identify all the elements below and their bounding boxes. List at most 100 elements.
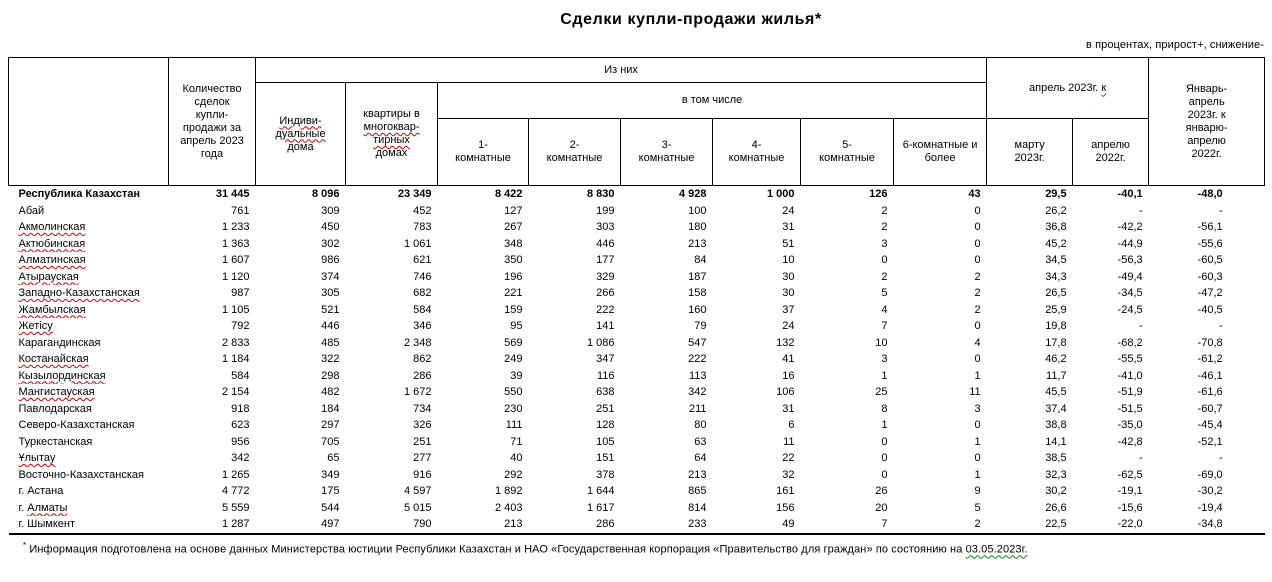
value-cell: 22 <box>782 452 795 464</box>
value-cell: 41 <box>782 353 795 365</box>
value-cell: 349 <box>321 468 340 481</box>
region-name-cell: Жетісу <box>18 320 53 332</box>
region-name-cell: Акмолинская <box>18 221 86 233</box>
value-cell: 95 <box>510 320 523 332</box>
value-cell: 180 <box>688 221 707 233</box>
value-cell: 2 348 <box>403 336 432 349</box>
value-cell: 2 403 <box>494 501 523 514</box>
value-cell: 159 <box>504 303 523 316</box>
value-cell: -45,4 <box>1197 419 1223 431</box>
value-cell: 5 015 <box>403 501 432 514</box>
value-cell: 126 <box>869 188 888 200</box>
value-cell: 0 <box>974 320 981 332</box>
value-cell: 266 <box>596 287 615 299</box>
value-cell: -40,5 <box>1197 303 1223 316</box>
value-cell: - <box>1138 320 1143 332</box>
value-cell: 297 <box>321 419 340 431</box>
value-cell: 45,2 <box>1045 237 1067 250</box>
header-6plus-room: 6-комнатные и более <box>892 118 988 186</box>
value-cell: 814 <box>688 501 707 514</box>
value-cell: 302 <box>321 237 340 250</box>
value-cell: -40,1 <box>1117 188 1143 200</box>
value-cell: 584 <box>231 369 250 382</box>
value-cell: 26,6 <box>1045 501 1067 514</box>
value-cell: 111 <box>505 419 523 431</box>
value-cell: 1 892 <box>494 485 523 497</box>
value-cell: -56,1 <box>1197 221 1223 233</box>
value-cell: 11,7 <box>1046 369 1067 382</box>
value-cell: 621 <box>413 254 432 266</box>
header-apartments: квартиры в многоквар-тирных домах <box>345 82 438 186</box>
value-cell: 4 <box>974 336 981 349</box>
value-cell: 177 <box>596 254 615 266</box>
value-cell: 23 349 <box>397 188 432 200</box>
region-name-cell: Абай <box>18 204 45 217</box>
value-cell: -46,1 <box>1197 369 1223 382</box>
value-cell: -56,3 <box>1117 254 1143 266</box>
header-including: в том числе <box>436 82 988 119</box>
region-name-cell: г. Шымкент <box>8 516 169 535</box>
value-cell: 22,5 <box>986 516 1073 535</box>
value-cell: 45,5 <box>1045 386 1067 398</box>
value-cell: 0 <box>881 468 888 481</box>
value-cell: 374 <box>321 270 340 283</box>
table-header: Количество сделок купли-продажи за апрел… <box>8 57 1266 186</box>
value-cell: 452 <box>413 204 432 217</box>
value-cell: 8 096 <box>311 188 340 200</box>
header-5-room: 5-комнатные <box>800 118 894 186</box>
value-cell: 584 <box>413 303 432 316</box>
value-cell: 298 <box>321 369 340 382</box>
value-cell: 1 617 <box>586 501 615 514</box>
value-cell: 116 <box>596 369 615 382</box>
value-cell: - <box>1138 452 1143 464</box>
value-cell: 547 <box>688 336 707 349</box>
value-cell: 4 597 <box>403 485 432 497</box>
value-cell: -60,3 <box>1197 270 1223 283</box>
value-cell: 346 <box>413 320 432 332</box>
value-cell: -49,4 <box>1117 270 1143 283</box>
value-cell: 34,3 <box>1045 270 1067 283</box>
value-cell: 734 <box>413 402 432 415</box>
value-cell: 1 607 <box>221 254 250 266</box>
value-cell: 100 <box>688 204 707 217</box>
value-cell: 65 <box>327 452 340 464</box>
value-cell: 446 <box>321 320 340 332</box>
value-cell: -52,1 <box>1197 435 1223 448</box>
header-individual-houses: Индиви-дуальные дома <box>255 82 346 186</box>
value-cell: 8 830 <box>586 188 615 200</box>
value-cell: 230 <box>504 402 523 415</box>
value-cell: 450 <box>321 221 340 233</box>
value-cell: 2 833 <box>221 336 250 349</box>
value-cell: -55,6 <box>1197 237 1223 250</box>
value-cell: 0 <box>974 204 981 217</box>
value-cell: 161 <box>776 485 795 497</box>
value-cell: -42,2 <box>1117 221 1143 233</box>
value-cell: 2 <box>881 270 888 283</box>
region-name-cell: Жамбылская <box>18 303 86 316</box>
value-cell: 322 <box>321 353 340 365</box>
value-cell: -44,9 <box>1117 237 1143 250</box>
value-cell: - <box>1218 452 1223 464</box>
value-cell: 916 <box>413 468 432 481</box>
value-cell: 309 <box>321 204 340 217</box>
value-cell: 10 <box>782 254 795 266</box>
value-cell: 2 <box>893 516 987 535</box>
value-cell: -48,0 <box>1197 188 1223 200</box>
value-cell: -15,6 <box>1117 501 1143 514</box>
value-cell: 446 <box>596 237 615 250</box>
value-cell: 6 <box>788 419 795 431</box>
header-2-room: 2-комнатные <box>528 118 621 186</box>
value-cell: 7 <box>800 516 894 535</box>
value-cell: 196 <box>504 270 523 283</box>
table-row: г. Шымкент 1 287 497 790 213 286 233 49 7 2 22,5 -2… <box>8 516 1265 535</box>
value-cell: -51,5 <box>1117 402 1143 415</box>
value-cell: 251 <box>596 402 615 415</box>
value-cell: 862 <box>413 353 432 365</box>
value-cell: 1 <box>974 435 981 448</box>
value-cell: 292 <box>504 468 523 481</box>
value-cell: 761 <box>231 204 250 217</box>
value-cell: 544 <box>321 501 340 514</box>
value-cell: 1 061 <box>403 237 432 250</box>
value-cell: 132 <box>776 336 795 349</box>
